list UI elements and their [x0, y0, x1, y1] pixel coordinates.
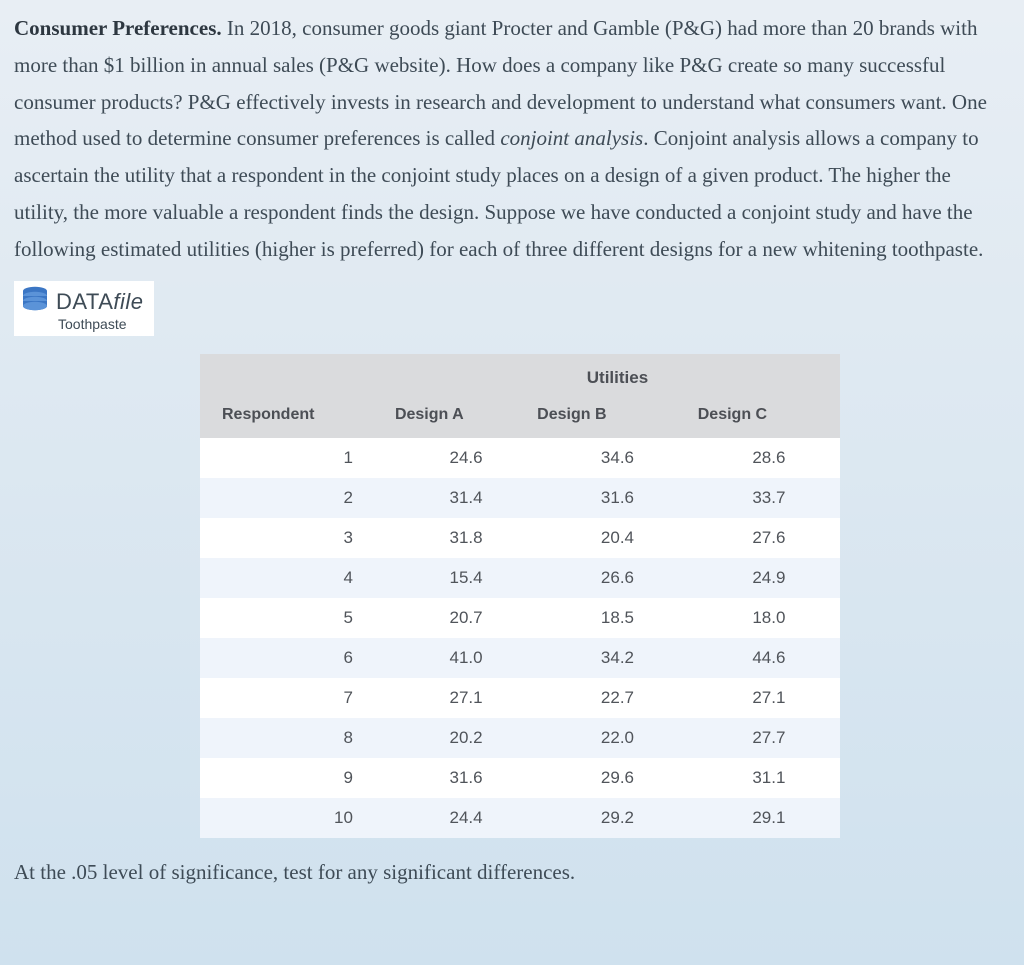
table-cell: 27.7: [698, 718, 840, 758]
table-cell: 22.0: [537, 718, 698, 758]
table-cell: 34.2: [537, 638, 698, 678]
table-row: 231.431.633.7: [200, 478, 840, 518]
table-row: 520.718.518.0: [200, 598, 840, 638]
table-cell: 22.7: [537, 678, 698, 718]
table-cell: 24.4: [395, 798, 537, 838]
table-cell: 8: [200, 718, 395, 758]
intro-paragraph: Consumer Preferences. In 2018, consumer …: [14, 10, 1010, 267]
table-cell: 10: [200, 798, 395, 838]
table-cell: 7: [200, 678, 395, 718]
datafile-file-label: file: [113, 289, 143, 314]
database-icon: [20, 285, 50, 318]
table-header-spacer: [200, 354, 395, 396]
table-cell: 31.8: [395, 518, 537, 558]
table-cell: 5: [200, 598, 395, 638]
table-cell: 44.6: [698, 638, 840, 678]
table-cell: 4: [200, 558, 395, 598]
utilities-table: Utilities Respondent Design A Design B D…: [200, 354, 840, 838]
table-group-header: Utilities: [395, 354, 840, 396]
footer-question: At the .05 level of significance, test f…: [14, 854, 1010, 891]
table-cell: 20.2: [395, 718, 537, 758]
table-cell: 18.0: [698, 598, 840, 638]
table-cell: 31.1: [698, 758, 840, 798]
col-header: Respondent: [200, 396, 395, 438]
utilities-table-wrap: Utilities Respondent Design A Design B D…: [200, 354, 840, 838]
table-cell: 27.6: [698, 518, 840, 558]
table-cell: 33.7: [698, 478, 840, 518]
col-header: Design A: [395, 396, 537, 438]
table-cell: 27.1: [698, 678, 840, 718]
intro-heading: Consumer Preferences.: [14, 16, 222, 40]
table-body: 124.634.628.6231.431.633.7331.820.427.64…: [200, 438, 840, 838]
table-cell: 26.6: [537, 558, 698, 598]
table-row: 641.034.244.6: [200, 638, 840, 678]
datafile-badge: DATAfile Toothpaste: [14, 281, 154, 336]
table-cell: 31.4: [395, 478, 537, 518]
table-row: 820.222.027.7: [200, 718, 840, 758]
table-cell: 2: [200, 478, 395, 518]
table-cell: 18.5: [537, 598, 698, 638]
table-cell: 3: [200, 518, 395, 558]
table-row: 331.820.427.6: [200, 518, 840, 558]
col-header: Design C: [698, 396, 840, 438]
table-cell: 24.9: [698, 558, 840, 598]
table-cell: 27.1: [395, 678, 537, 718]
table-cell: 34.6: [537, 438, 698, 478]
datafile-data-label: DATA: [56, 289, 113, 314]
table-cell: 31.6: [395, 758, 537, 798]
col-header: Design B: [537, 396, 698, 438]
table-cell: 41.0: [395, 638, 537, 678]
table-cell: 6: [200, 638, 395, 678]
table-column-row: Respondent Design A Design B Design C: [200, 396, 840, 438]
table-cell: 15.4: [395, 558, 537, 598]
datafile-subtitle: Toothpaste: [58, 316, 127, 332]
table-cell: 1: [200, 438, 395, 478]
table-row: 931.629.631.1: [200, 758, 840, 798]
intro-em-term: conjoint analysis: [500, 126, 643, 150]
table-row: 415.426.624.9: [200, 558, 840, 598]
table-cell: 29.2: [537, 798, 698, 838]
table-cell: 24.6: [395, 438, 537, 478]
table-row: 727.122.727.1: [200, 678, 840, 718]
datafile-title: DATAfile: [56, 289, 144, 315]
table-row: 1024.429.229.1: [200, 798, 840, 838]
table-cell: 29.6: [537, 758, 698, 798]
table-cell: 20.4: [537, 518, 698, 558]
table-cell: 9: [200, 758, 395, 798]
table-cell: 20.7: [395, 598, 537, 638]
table-row: 124.634.628.6: [200, 438, 840, 478]
table-cell: 31.6: [537, 478, 698, 518]
table-cell: 28.6: [698, 438, 840, 478]
table-cell: 29.1: [698, 798, 840, 838]
